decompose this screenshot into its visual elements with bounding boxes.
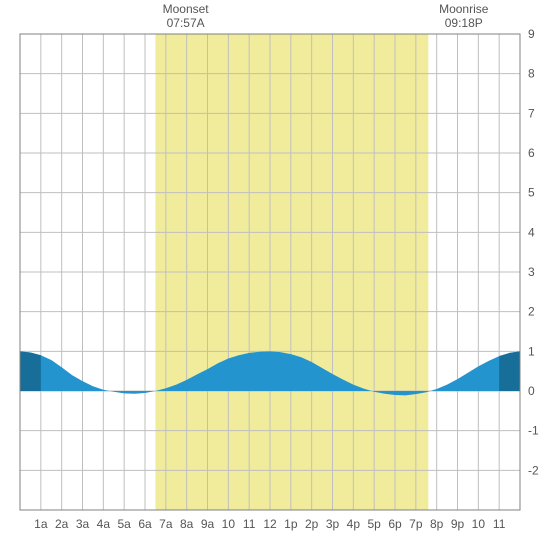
svg-text:8p: 8p xyxy=(430,517,444,531)
svg-text:2a: 2a xyxy=(55,517,69,531)
svg-text:7a: 7a xyxy=(159,517,173,531)
svg-text:-1: -1 xyxy=(528,424,539,438)
svg-text:3a: 3a xyxy=(76,517,90,531)
svg-text:11: 11 xyxy=(243,517,256,531)
svg-text:1p: 1p xyxy=(284,517,298,531)
moonrise-time: 09:18P xyxy=(439,16,488,30)
svg-text:4p: 4p xyxy=(347,517,361,531)
svg-text:-2: -2 xyxy=(528,463,539,477)
svg-text:10: 10 xyxy=(472,517,486,531)
svg-text:3: 3 xyxy=(528,265,535,279)
chart-svg: 1a2a3a4a5a6a7a8a9a1011121p2p3p4p5p6p7p8p… xyxy=(0,0,550,550)
svg-text:6p: 6p xyxy=(388,517,402,531)
tide-chart: 1a2a3a4a5a6a7a8a9a1011121p2p3p4p5p6p7p8p… xyxy=(0,0,550,550)
moonset-title: Moonset xyxy=(163,2,209,16)
svg-text:0: 0 xyxy=(528,384,535,398)
svg-text:8: 8 xyxy=(528,67,535,81)
svg-text:2: 2 xyxy=(528,305,535,319)
svg-text:4: 4 xyxy=(528,225,535,239)
moonset-label: Moonset 07:57A xyxy=(163,2,209,31)
svg-text:8a: 8a xyxy=(180,517,194,531)
svg-text:7: 7 xyxy=(528,106,535,120)
svg-text:4a: 4a xyxy=(97,517,111,531)
svg-text:6a: 6a xyxy=(138,517,152,531)
svg-text:11: 11 xyxy=(493,517,506,531)
svg-text:5a: 5a xyxy=(117,517,131,531)
svg-text:5: 5 xyxy=(528,186,535,200)
svg-text:7p: 7p xyxy=(409,517,423,531)
moonset-time: 07:57A xyxy=(163,16,209,30)
svg-text:5p: 5p xyxy=(367,517,381,531)
svg-text:10: 10 xyxy=(222,517,236,531)
svg-text:9a: 9a xyxy=(201,517,215,531)
svg-text:6: 6 xyxy=(528,146,535,160)
svg-text:2p: 2p xyxy=(305,517,319,531)
moonrise-label: Moonrise 09:18P xyxy=(439,2,488,31)
svg-text:12: 12 xyxy=(263,517,277,531)
svg-text:3p: 3p xyxy=(326,517,340,531)
moonrise-title: Moonrise xyxy=(439,2,488,16)
svg-text:1a: 1a xyxy=(34,517,48,531)
svg-text:1: 1 xyxy=(528,344,535,358)
svg-text:9: 9 xyxy=(528,27,535,41)
svg-text:9p: 9p xyxy=(451,517,465,531)
